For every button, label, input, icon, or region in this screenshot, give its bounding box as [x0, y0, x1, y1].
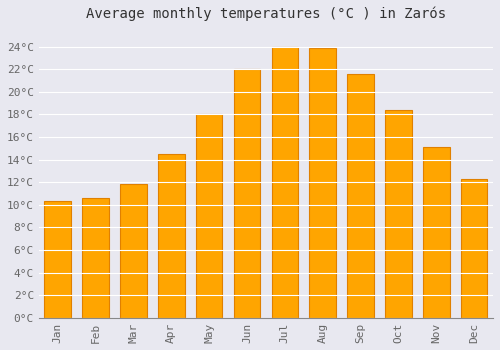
Bar	[423, 147, 450, 318]
Bar	[272, 47, 298, 318]
Bar	[158, 154, 184, 318]
Bar	[310, 48, 336, 318]
Bar	[120, 184, 146, 318]
Bar	[44, 202, 71, 318]
Bar	[82, 198, 109, 318]
Bar	[348, 74, 374, 318]
Bar	[385, 110, 411, 318]
Bar	[461, 179, 487, 318]
Title: Average monthly temperatures (°C ) in Zarós: Average monthly temperatures (°C ) in Za…	[86, 7, 446, 21]
Bar	[196, 114, 222, 318]
Bar	[234, 69, 260, 318]
